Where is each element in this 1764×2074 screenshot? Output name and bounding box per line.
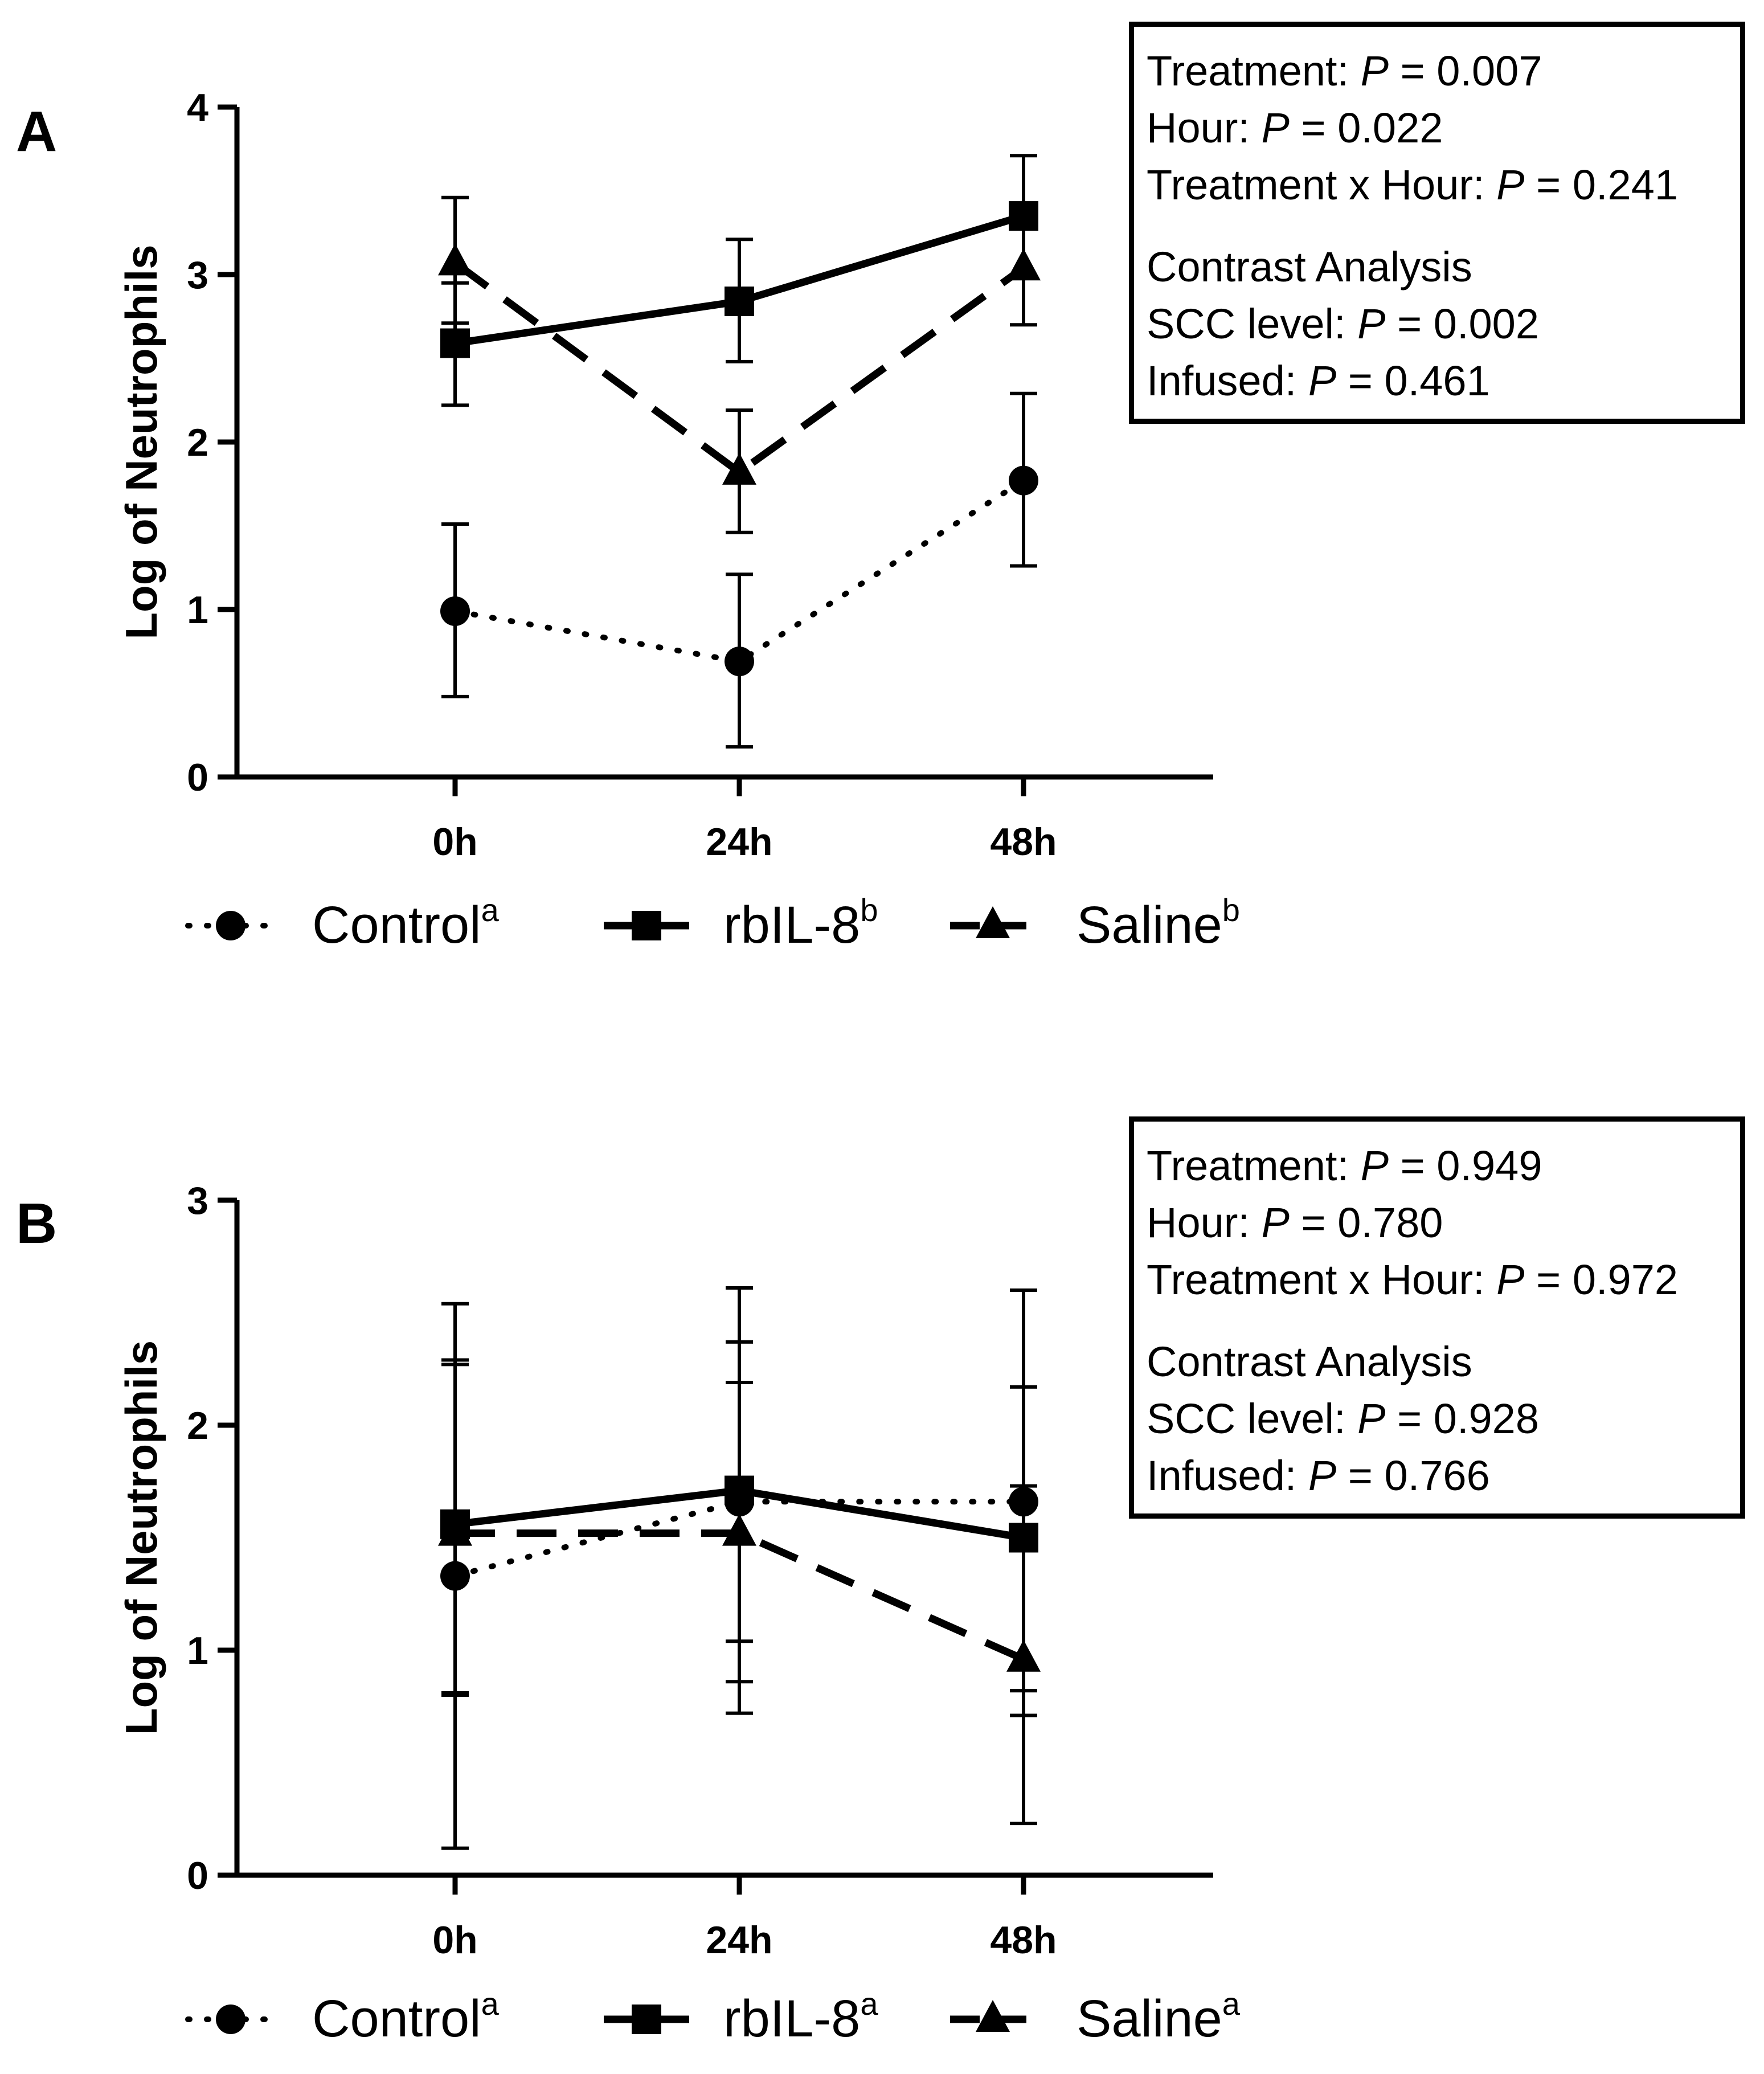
series-saline <box>438 195 1041 534</box>
legend-item: Controla <box>185 1986 500 2048</box>
stats-scc: SCC level: P = 0.928 <box>1147 1395 1539 1442</box>
x-tick-label: 24h <box>706 820 772 864</box>
stats-box-a: Treatment: P = 0.007 Hour: P = 0.022 Tre… <box>1129 22 1745 424</box>
y-axis-label: Log of Neutrophils <box>116 244 166 639</box>
data-point <box>725 287 754 317</box>
data-point <box>1009 465 1038 496</box>
data-point <box>722 452 756 485</box>
legend-marker <box>632 2005 661 2034</box>
data-point <box>725 647 754 677</box>
series-control <box>440 391 1038 749</box>
stats-interaction: Treatment x Hour: P = 0.972 <box>1147 1256 1678 1303</box>
legend-item: Salineb <box>950 892 1240 954</box>
y-tick-label: 3 <box>187 1179 208 1222</box>
data-point <box>722 1513 756 1546</box>
y-tick-label: 3 <box>187 253 208 297</box>
x-tick-label: 24h <box>706 1918 772 1962</box>
legend-label: Controla <box>312 892 500 954</box>
stats-hour: Hour: P = 0.780 <box>1147 1199 1443 1246</box>
x-tick-label: 48h <box>990 820 1057 864</box>
y-tick-label: 1 <box>187 588 208 632</box>
stats-treatment: Treatment: P = 0.949 <box>1147 1142 1542 1189</box>
y-tick-label: 0 <box>187 1854 208 1897</box>
stats-box-b: Treatment: P = 0.949 Hour: P = 0.780 Tre… <box>1129 1116 1745 1519</box>
x-tick-label: 48h <box>990 1918 1057 1962</box>
stats-treatment: Treatment: P = 0.007 <box>1147 47 1542 95</box>
legend-item: Salinea <box>950 1986 1241 2048</box>
legend-item: Controla <box>185 892 500 954</box>
legend-label: Salineb <box>1077 892 1240 954</box>
series-line <box>452 1499 1026 1579</box>
series-saline <box>438 1358 1041 1826</box>
panel-a: A 0 1 2 3 4 0h 24h 48h Log of Neutrophils Controla… <box>16 86 1240 954</box>
legend-superscript: a <box>481 892 500 928</box>
legend-label: rbIL-8a <box>723 1986 878 2048</box>
legend: Controla rbIL-8b Salineb <box>185 892 1240 954</box>
legend-label: Salinea <box>1077 1986 1241 2048</box>
data-point <box>438 1513 472 1546</box>
legend-item: rbIL-8b <box>604 892 878 954</box>
legend-superscript: a <box>481 1986 500 2022</box>
stats-interaction: Treatment x Hour: P = 0.241 <box>1147 161 1678 208</box>
data-point <box>1006 1639 1041 1672</box>
stats-hour: Hour: P = 0.022 <box>1147 104 1443 152</box>
legend-item: rbIL-8a <box>604 1986 878 2048</box>
legend-marker <box>216 911 245 940</box>
data-point <box>440 328 470 358</box>
panel-label: A <box>16 100 57 163</box>
legend-label: Controla <box>312 1986 500 2048</box>
x-tick-label: 0h <box>432 1918 477 1962</box>
stats-scc: SCC level: P = 0.002 <box>1147 300 1539 347</box>
series-line <box>452 477 1026 665</box>
legend-superscript: a <box>860 1986 878 2022</box>
legend-marker <box>632 911 661 940</box>
legend-marker <box>216 2005 245 2034</box>
legend-marker <box>976 906 1010 938</box>
legend-superscript: b <box>860 892 878 928</box>
data-point <box>438 243 472 276</box>
legend: Controla rbIL-8a Salinea <box>185 1986 1241 2048</box>
y-axis-label: Log of Neutrophils <box>116 1340 166 1735</box>
stats-infused: Infused: P = 0.461 <box>1147 357 1490 404</box>
data-point <box>1006 248 1041 281</box>
stats-contrast-title: Contrast Analysis <box>1147 1338 1472 1385</box>
series-rbil-8 <box>440 154 1038 407</box>
y-tick-label: 1 <box>187 1629 208 1672</box>
data-point <box>440 596 470 626</box>
legend-superscript: a <box>1222 1986 1241 2022</box>
legend-superscript: b <box>1222 892 1240 928</box>
panel-label: B <box>16 1192 57 1255</box>
y-tick-label: 0 <box>187 756 208 799</box>
legend-marker <box>976 2000 1010 2032</box>
series-line <box>453 260 1026 477</box>
y-tick-label: 2 <box>187 421 208 464</box>
legend-label: rbIL-8b <box>723 892 878 954</box>
y-tick-label: 4 <box>187 86 208 129</box>
stats-infused: Infused: P = 0.766 <box>1147 1452 1490 1499</box>
x-tick-label: 0h <box>432 820 477 864</box>
y-tick-label: 2 <box>187 1404 208 1447</box>
panel-b: B 0 1 2 3 0h 24h 48h Log of Neutrophils Controla r… <box>16 1179 1241 2048</box>
stats-contrast-title: Contrast Analysis <box>1147 243 1472 291</box>
